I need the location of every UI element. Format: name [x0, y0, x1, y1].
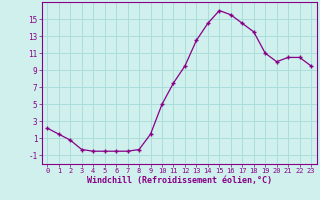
X-axis label: Windchill (Refroidissement éolien,°C): Windchill (Refroidissement éolien,°C) [87, 176, 272, 185]
